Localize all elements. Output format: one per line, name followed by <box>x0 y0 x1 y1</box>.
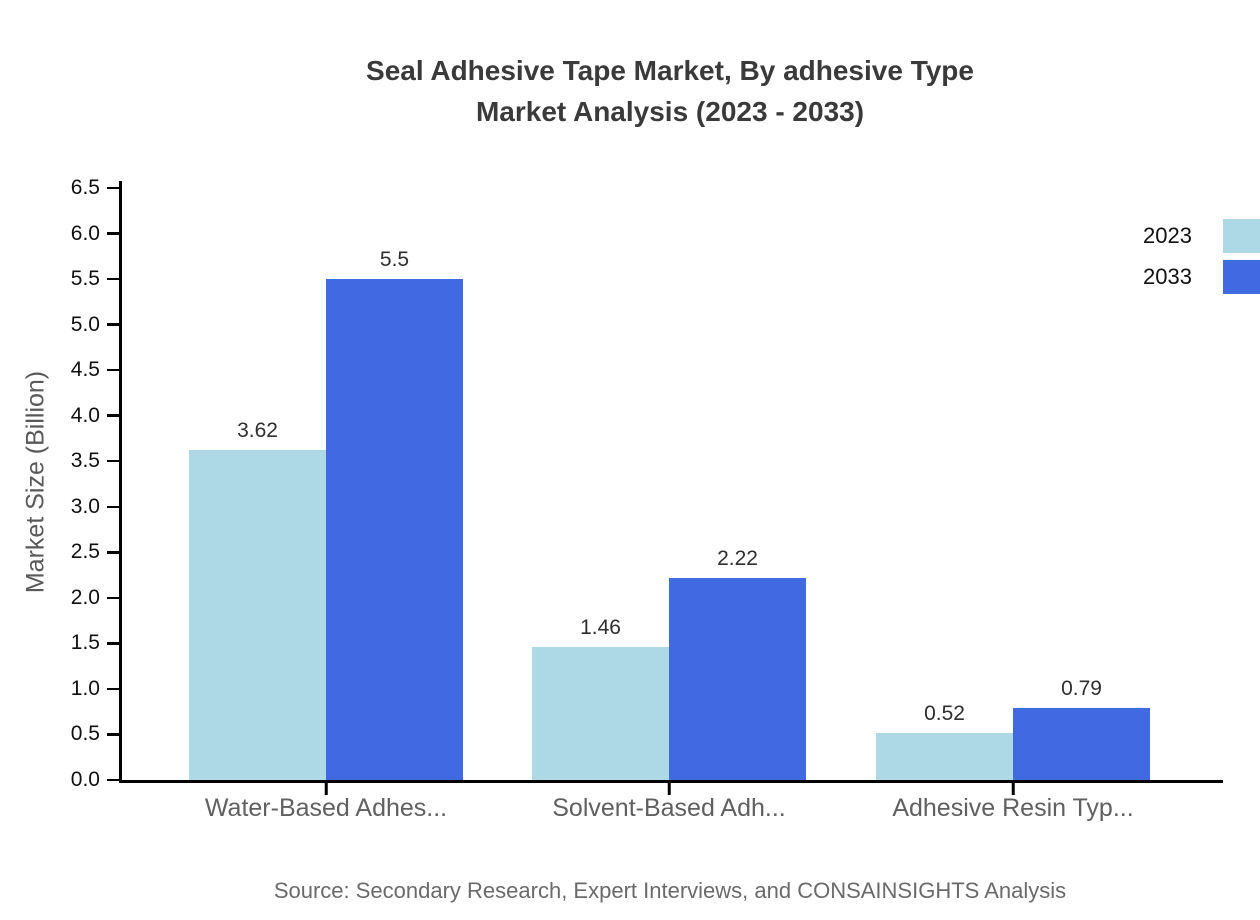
y-axis-tick <box>107 368 119 372</box>
bar-2023 <box>189 450 326 780</box>
y-axis-tick <box>107 596 119 600</box>
bar-value-label: 5.5 <box>379 248 410 272</box>
chart-title: Seal Adhesive Tape Market, By adhesive T… <box>120 50 1220 132</box>
y-axis-tick-label: 6.0 <box>70 221 100 245</box>
y-axis-tick-label: 5.5 <box>70 267 100 291</box>
y-axis-tick-label: 0.5 <box>70 722 100 746</box>
bar-value-label: 0.52 <box>924 701 965 725</box>
y-axis-tick <box>107 414 119 417</box>
y-axis-tick <box>107 551 119 554</box>
bar-2023 <box>532 647 669 780</box>
y-axis-tick-label: 1.5 <box>70 631 100 655</box>
y-axis-tick-label: 6.5 <box>70 176 100 199</box>
plot-area: 0.0 0.5 1.0 1.5 2.0 2.5 3.0 3.5 4.0 4.5 5.0 5.5 6.0 6… <box>71 176 1223 822</box>
y-axis-tick <box>107 687 119 691</box>
bar-value-label: 3.62 <box>237 419 278 443</box>
y-axis-tick <box>107 778 119 782</box>
legend-label: 2023 <box>1143 223 1192 248</box>
y-axis-tick-label: 5.0 <box>70 312 100 336</box>
x-axis-line <box>119 780 1223 783</box>
y-axis-tick-label: 0.0 <box>70 768 100 791</box>
legend-swatch <box>1223 260 1260 294</box>
x-axis-category-label: Adhesive Resin Typ... <box>892 794 1134 822</box>
y-axis-tick <box>107 505 119 509</box>
y-axis-tick-label: 4.5 <box>70 358 100 382</box>
legend-swatch <box>1223 219 1260 253</box>
y-axis-tick <box>107 277 119 281</box>
source-note: Source: Secondary Research, Expert Inter… <box>273 878 1067 903</box>
chart-title-line2: Market Analysis (2023 - 2033) <box>475 96 865 127</box>
bar-value-label: 1.46 <box>580 616 621 640</box>
legend-item: 2033 <box>1143 260 1260 294</box>
legend-label: 2033 <box>1143 264 1192 289</box>
y-axis-tick-label: 2.0 <box>70 585 100 609</box>
y-axis-tick <box>107 733 119 736</box>
x-axis-tick <box>667 780 671 795</box>
y-axis-tick <box>107 642 119 645</box>
y-axis-tick-label: 3.5 <box>70 449 100 473</box>
y-axis-tick-label: 1.0 <box>70 676 100 700</box>
x-axis-tick <box>324 780 328 795</box>
legend: 2023 2033 <box>1143 219 1260 301</box>
y-axis-tick <box>107 232 119 235</box>
bar-value-label: 2.22 <box>717 546 758 570</box>
bar-2023 <box>876 732 1013 780</box>
bar-2033 <box>326 279 463 780</box>
x-axis-tick <box>1011 780 1015 795</box>
y-axis-line <box>119 181 122 783</box>
y-axis-tick <box>107 323 119 326</box>
bar-2033 <box>1013 708 1150 780</box>
x-axis-category-label: Water-Based Adhes... <box>204 794 448 822</box>
legend-item: 2023 <box>1143 219 1260 253</box>
bar-2033 <box>669 577 806 780</box>
y-axis-tick-label: 3.0 <box>70 494 100 518</box>
y-axis-tick-label: 2.5 <box>70 540 100 564</box>
chart-title-line1: Seal Adhesive Tape Market, By adhesive T… <box>366 55 974 86</box>
bar-value-label: 0.79 <box>1061 677 1102 701</box>
y-axis-tick <box>107 186 119 190</box>
y-axis-tick <box>107 459 119 463</box>
y-axis-tick-label: 4.0 <box>70 403 100 427</box>
x-axis-category-label: Solvent-Based Adh... <box>552 794 786 822</box>
